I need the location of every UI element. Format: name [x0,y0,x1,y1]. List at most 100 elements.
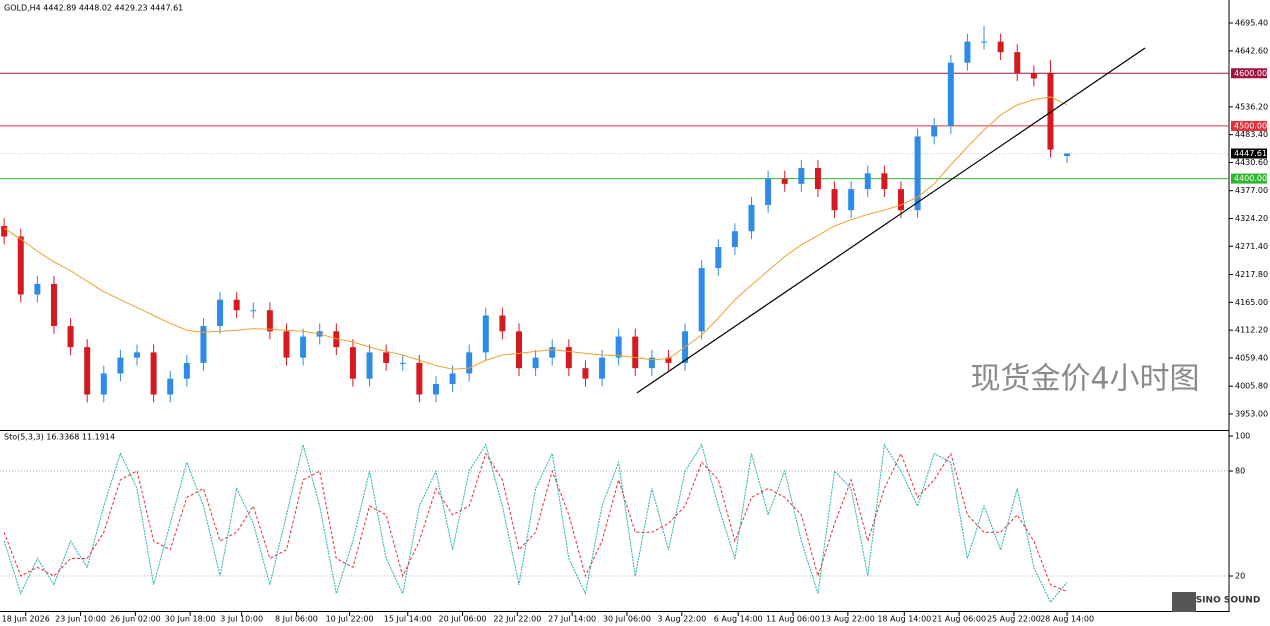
logo-icon [1172,592,1196,612]
candle-body [134,352,141,358]
y-tick-label: 4271.40 [1235,242,1268,251]
candle-body [266,310,273,332]
level-label: 4600.00 [1234,69,1267,78]
candle-body [698,268,705,332]
x-tick-label: 3 Aug 22:00 [657,615,706,624]
y-tick-label: 4483.40 [1235,130,1268,139]
x-tick-label: 30 Jul 06:00 [603,615,651,624]
candle-body [150,352,157,395]
trendline [636,47,1146,394]
candle-body [582,368,589,379]
last-price-label: 4447.61 [1234,149,1267,158]
candle-body [50,283,57,327]
candle-body [34,283,41,295]
candle-body [881,173,888,190]
candle-body [781,178,788,184]
x-tick-label: 30 Jun 18:00 [165,615,216,624]
chart-title: GOLD,H4 4442.89 4448.02 4429.23 4447.61 [4,4,183,13]
y-tick-label: 80 [1235,467,1245,476]
x-tick-label: 8 Jul 06:00 [275,615,318,624]
candle-body [1064,153,1071,156]
level-label-bg [1231,68,1267,79]
x-tick-label: 3 Jul 10:00 [220,615,263,624]
y-tick-label: 4165.00 [1235,298,1268,307]
candle-body [449,373,456,384]
candle-body [549,347,556,358]
last-price-bg [1231,148,1267,159]
candle-body [848,189,855,211]
candle-body [831,189,838,211]
candle-body [1,225,8,237]
candle-body [897,189,904,211]
candle-body [516,331,523,369]
candle-body [383,352,390,363]
candle-body [1014,52,1021,74]
candle-body [532,357,539,369]
x-tick-label: 27 Jul 14:00 [548,615,596,624]
candle-body [665,357,672,363]
candle-body [482,315,489,353]
level-label-bg [1231,173,1267,184]
y-tick-label: 4536.20 [1235,102,1268,111]
candle-body [1047,73,1054,150]
candle-body [67,326,74,348]
x-tick-label: 15 Jul 14:00 [384,615,432,624]
x-tick-label: 28 Aug 14:00 [1040,615,1094,624]
x-tick-label: 20 Jul 06:00 [439,615,487,624]
y-tick-label: 4112.20 [1235,326,1268,335]
candle-body [931,125,938,137]
candle-body [715,247,722,269]
candle-body [217,299,224,327]
candle-body [466,352,473,374]
x-tick-label: 6 Aug 14:00 [714,615,763,624]
candle-body [765,178,772,205]
y-tick-label: 4005.80 [1235,382,1268,391]
candle-body [947,62,954,126]
y-tick-label: 4695.40 [1235,19,1268,28]
x-tick-label: 10 Jul 22:00 [326,615,374,624]
candle-body [233,299,240,311]
x-tick-label: 22 Jul 22:00 [493,615,541,624]
candle-body [84,347,91,395]
candle-body [997,41,1004,53]
y-tick-label: 20 [1235,572,1245,581]
y-tick-label: 4642.60 [1235,46,1268,55]
logo-text: SINO SOUND [1196,596,1261,606]
y-tick-label: 4324.20 [1235,214,1268,223]
x-tick-label: 21 Aug 06:00 [932,615,986,624]
candle-body [183,362,190,379]
candle-body [100,373,107,395]
candle-body [17,236,24,295]
candle-body [117,357,124,374]
candle-body [565,347,572,369]
candle-body [349,347,356,379]
candle-body [432,383,439,395]
candle-body [648,357,655,369]
x-tick-label: 18 Jun 2026 [2,615,50,624]
candle-body [864,173,871,190]
y-tick-label: 4059.40 [1235,353,1268,362]
candle-body [499,315,506,332]
candle-body [366,352,373,379]
y-tick-label: 4217.80 [1235,270,1268,279]
stochastic-line [3,443,1068,604]
x-tick-label: 18 Aug 14:00 [877,615,931,624]
y-tick-label: 4430.60 [1235,158,1268,167]
candle-body [964,41,971,63]
stochastic-line [3,452,1068,592]
x-tick-label: 25 Aug 22:00 [987,615,1041,624]
candle-body [399,362,406,364]
level-label: 4500.00 [1234,121,1267,130]
candle-body [632,336,639,369]
x-tick-label: 13 Aug 22:00 [821,615,875,624]
candle-body [200,326,207,363]
candle-body [250,310,257,312]
candle-body [167,378,174,395]
candle-body [300,336,307,358]
x-tick-label: 26 Jun 02:00 [110,615,161,624]
candle-body [914,136,921,211]
watermark: 现货金价4小时图 [970,362,1199,397]
candle-body [416,362,423,395]
